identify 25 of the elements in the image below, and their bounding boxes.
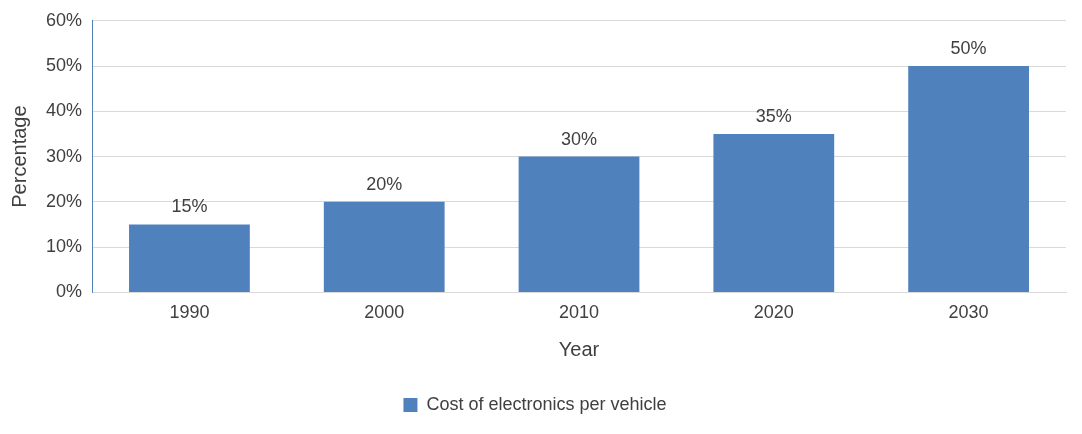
x-axis-title: Year bbox=[558, 337, 600, 360]
y-tick-label: 60% bbox=[46, 9, 83, 30]
bar bbox=[518, 156, 640, 292]
x-tick-label: 2010 bbox=[558, 302, 600, 323]
y-tick-label: 30% bbox=[46, 145, 83, 166]
y-tick-label: 40% bbox=[46, 100, 83, 121]
x-tick-label: 2030 bbox=[948, 302, 989, 323]
y-tick-label: 10% bbox=[46, 236, 83, 257]
bar bbox=[713, 133, 835, 292]
x-tick-label: 2000 bbox=[364, 302, 405, 323]
bar bbox=[129, 224, 250, 292]
x-tick-label: 2020 bbox=[753, 302, 794, 323]
legend-label: Cost of electronics per vehicle bbox=[426, 393, 667, 414]
data-label: 15% bbox=[171, 196, 208, 217]
bar bbox=[908, 66, 1029, 292]
y-axis-title: Percentage bbox=[7, 105, 30, 208]
x-tick-label: 1990 bbox=[169, 302, 210, 323]
y-tick-label: 20% bbox=[46, 190, 83, 211]
bar bbox=[323, 201, 445, 292]
data-label: 35% bbox=[755, 105, 792, 126]
y-tick-label: 0% bbox=[56, 281, 83, 302]
data-label: 30% bbox=[561, 128, 598, 149]
data-label: 20% bbox=[366, 173, 403, 194]
data-label: 50% bbox=[950, 38, 987, 59]
y-tick-label: 50% bbox=[46, 55, 83, 76]
